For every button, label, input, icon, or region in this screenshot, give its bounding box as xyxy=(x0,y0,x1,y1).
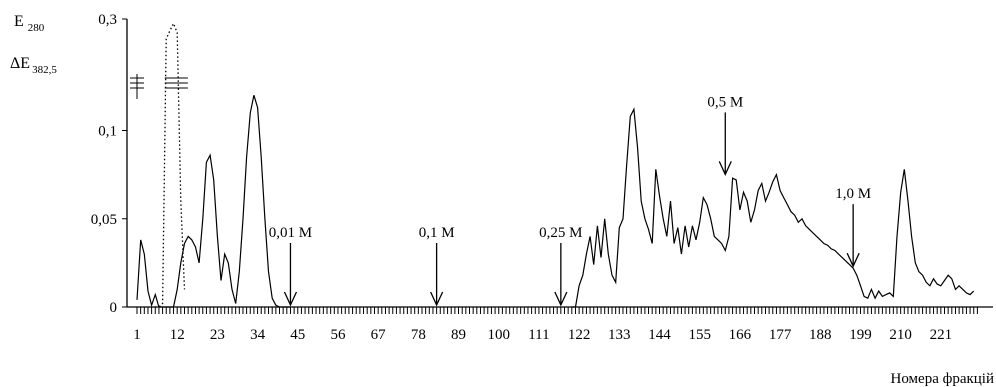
x-tick-label: 12 xyxy=(170,327,185,343)
annotation-arrowhead xyxy=(554,291,568,307)
x-tick-label: 23 xyxy=(210,327,225,343)
x-axis-label: Номера фракцій xyxy=(891,371,995,387)
annotation-label: 0,01 M xyxy=(269,225,312,241)
annotation-label: 1,0 M xyxy=(835,186,871,202)
annotation-arrowhead xyxy=(430,291,444,307)
y-ticks: 0 0,05 0,1 0,3 xyxy=(91,12,127,316)
x-tick-label: 177 xyxy=(769,327,792,343)
x-tick-label: 45 xyxy=(290,327,305,343)
x-tick-label: 78 xyxy=(411,327,426,343)
series-line-0 xyxy=(136,95,291,308)
data-series xyxy=(136,21,975,308)
y-tick-label: 0,1 xyxy=(98,124,117,140)
x-tick-label: 155 xyxy=(688,327,711,343)
x-tick-label: 210 xyxy=(889,327,912,343)
series-line-1 xyxy=(571,107,975,308)
annotations: 0,01 M 0,1 M 0,25 M 0,5 M 1,0 M xyxy=(269,94,871,307)
y-tick-label: 0,05 xyxy=(91,212,117,228)
x-tick-label: 100 xyxy=(487,327,510,343)
x-tick-label: 34 xyxy=(250,327,266,343)
x-tick-label: 89 xyxy=(451,327,466,343)
x-tick-label: 67 xyxy=(371,327,387,343)
x-ticks: 1 12 23 34 45 56 67 78 89 100 111 122 133 144 155 166 17… xyxy=(133,307,978,343)
x-tick-label: 221 xyxy=(930,327,953,343)
annotation-label: 0,1 M xyxy=(419,225,455,241)
y-tick-label: 0 xyxy=(110,300,118,316)
y-axis-label-e280: E 280 xyxy=(14,13,45,34)
annotation-arrowhead xyxy=(718,161,732,176)
y-tick-label: 0,3 xyxy=(98,12,117,28)
x-tick-label: 1 xyxy=(133,327,141,343)
x-tick-label: 133 xyxy=(608,327,631,343)
x-tick-label: 166 xyxy=(729,327,752,343)
annotation-label: 0,25 M xyxy=(539,225,582,241)
x-tick-label: 122 xyxy=(568,327,591,343)
y-axis-label-de382: ΔE 382,5 xyxy=(10,55,57,76)
x-tick-label: 56 xyxy=(330,327,346,343)
x-tick-label: 111 xyxy=(528,327,549,343)
x-tick-label: 188 xyxy=(809,327,832,343)
x-tick-label: 144 xyxy=(648,327,671,343)
axes xyxy=(126,19,993,308)
x-tick-label: 199 xyxy=(849,327,872,343)
annotation-label: 0,5 M xyxy=(707,94,743,110)
series-line-2 xyxy=(155,21,186,308)
y-axis-label: E 280 ΔE 382,5 xyxy=(10,13,57,76)
annotation-arrowhead xyxy=(846,252,860,268)
axis-breaks xyxy=(130,74,188,99)
annotation-arrowhead xyxy=(283,291,298,307)
